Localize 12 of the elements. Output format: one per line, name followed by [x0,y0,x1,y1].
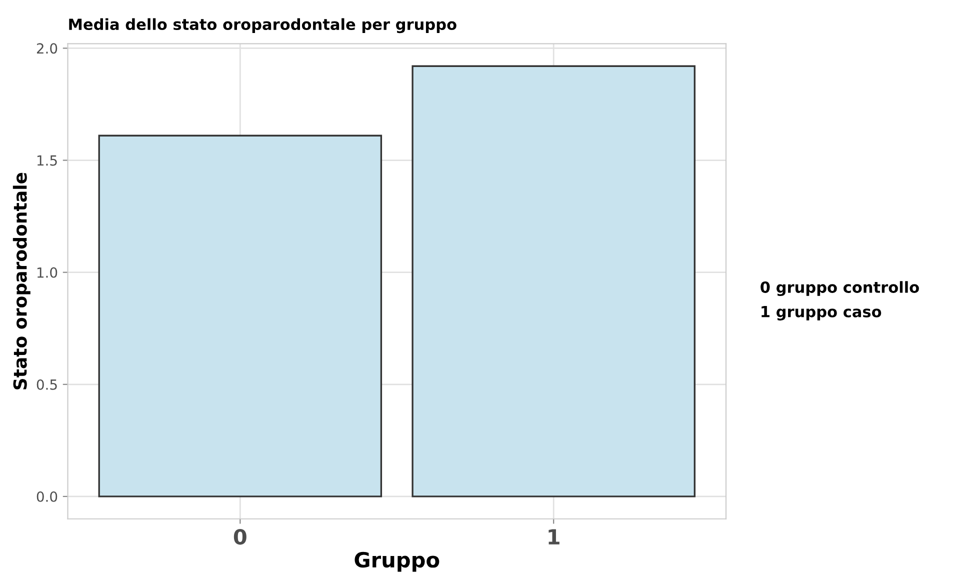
text: 0 gruppo controllo [760,281,919,296]
x-axis-title: Gruppo [354,552,440,572]
x-tick-label: 1 [548,529,560,544]
chart-title: Media dello stato oroparodontale per gruppo [69,18,456,34]
x-tick-label: 0 [234,528,246,545]
y-tick-label: 0.5 [36,379,57,390]
y-tick-label: 1.0 [37,267,58,278]
y-tick-label: 2.0 [36,43,58,54]
y-axis-title: Stato oroparodontale [12,172,30,390]
y-tick-label: 1.5 [37,155,57,166]
text: 1 gruppo caso [762,306,882,320]
y-tick-label: 0.0 [36,491,58,502]
